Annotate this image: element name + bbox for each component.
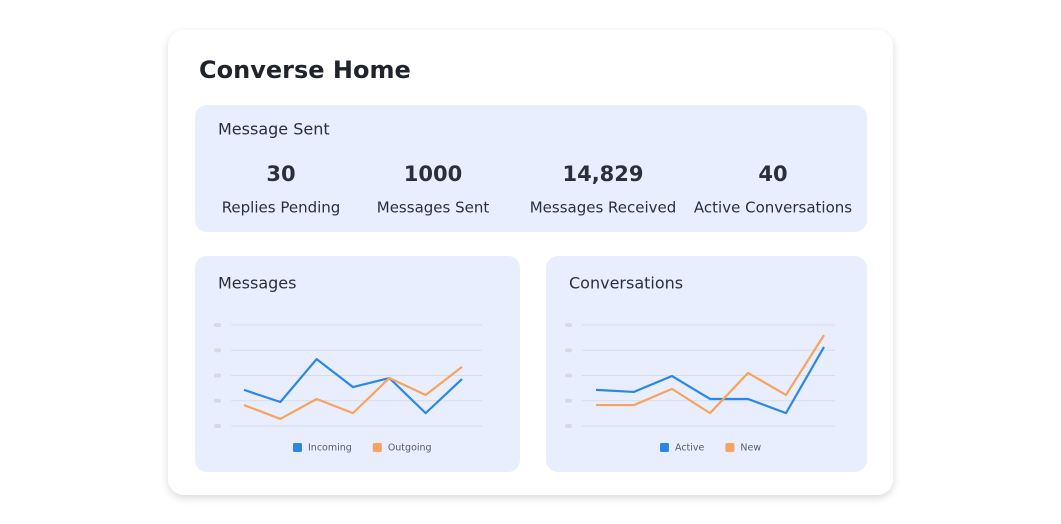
stat-value: 1000: [404, 162, 462, 186]
stat-label: Messages Sent: [377, 199, 490, 217]
line-series: [596, 334, 825, 415]
line-series: [243, 366, 463, 421]
stat-value: 30: [266, 162, 295, 186]
stat-label: Messages Received: [530, 199, 677, 217]
stat-value: 40: [758, 162, 787, 186]
stat-label: Active Conversations: [694, 199, 852, 217]
y-tick-placeholder: [214, 398, 221, 403]
legend-swatch: [725, 443, 735, 452]
y-tick-placeholder: [214, 424, 221, 428]
line-series: [243, 357, 463, 415]
y-tick-placeholder: [565, 323, 572, 327]
chart-title: Conversations: [569, 274, 683, 293]
summary-panel: [195, 105, 867, 232]
y-tick-placeholder: [565, 424, 572, 428]
y-tick-placeholder: [565, 348, 572, 353]
chart-title: Messages: [218, 274, 296, 293]
y-tick-placeholder: [214, 373, 221, 378]
legend-label: Active: [675, 443, 705, 454]
page-title: Converse Home: [199, 56, 411, 84]
legend-label: Outgoing: [388, 443, 432, 454]
stat-label: Replies Pending: [222, 199, 341, 217]
stat-value: 14,829: [562, 162, 643, 186]
y-tick-placeholder: [565, 373, 572, 378]
line-series: [595, 346, 825, 415]
legend-swatch: [293, 443, 302, 452]
legend-label: New: [740, 443, 761, 454]
legend-swatch: [660, 443, 669, 452]
legend-label: Incoming: [308, 443, 352, 454]
legend-swatch: [372, 443, 382, 452]
y-tick-placeholder: [565, 398, 572, 403]
summary-title: Message Sent: [218, 120, 330, 139]
y-tick-placeholder: [214, 323, 221, 327]
y-tick-placeholder: [214, 348, 221, 353]
chart-panel: [546, 256, 867, 472]
